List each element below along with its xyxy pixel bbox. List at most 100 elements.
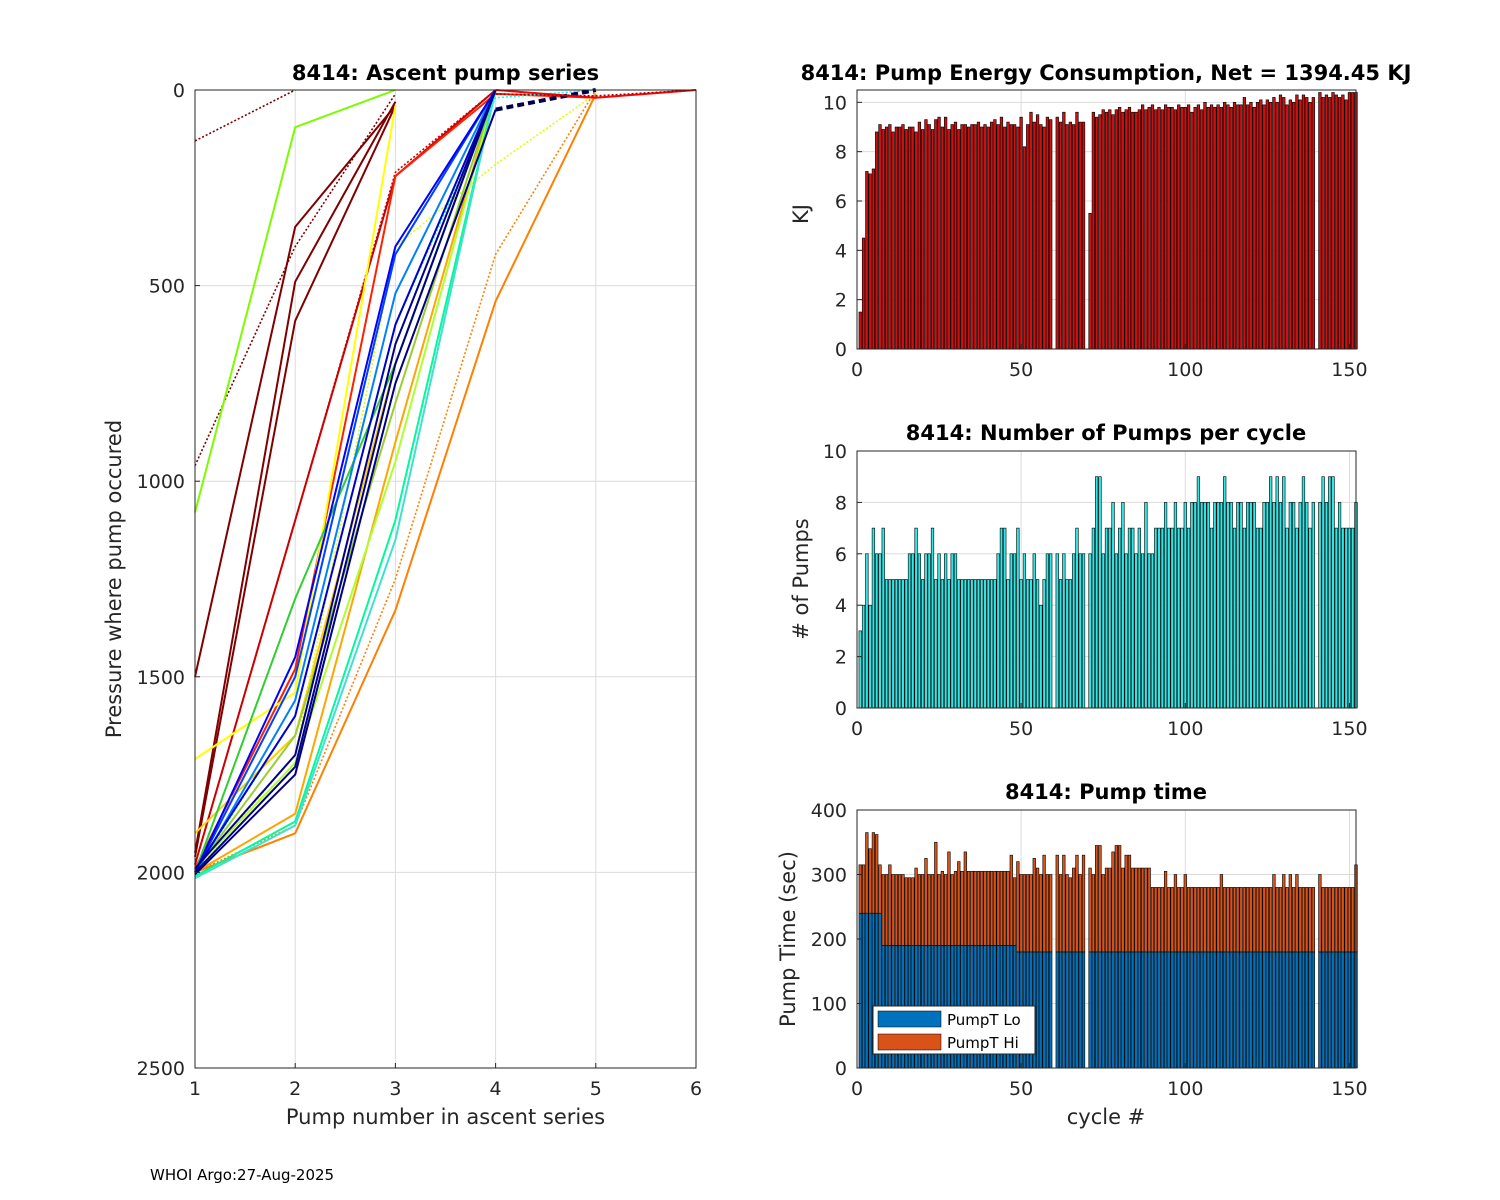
bar (976, 121, 981, 350)
bar-hi (1255, 887, 1260, 953)
x-tick-label: 2 (289, 1078, 301, 1100)
bar (1029, 111, 1033, 350)
bar (1150, 104, 1155, 350)
bar (1337, 97, 1342, 350)
bar-lo (1150, 951, 1155, 1069)
bar (1065, 124, 1069, 350)
bar (1078, 121, 1082, 350)
bar-hi (1226, 887, 1230, 953)
bar-hi (963, 851, 967, 946)
bar-hi (993, 870, 997, 946)
bar (1203, 102, 1207, 350)
bar (1095, 476, 1099, 709)
series-line (194, 89, 497, 874)
bar (1167, 106, 1171, 350)
bar-lo (1242, 951, 1246, 1069)
bar (1173, 109, 1178, 350)
bar (1134, 111, 1138, 350)
bar (1252, 106, 1256, 350)
bar-hi (888, 864, 892, 946)
chart-title: 8414: Pump Energy Consumption, Net = 139… (801, 61, 1412, 85)
x-tick-label: 4 (490, 1078, 502, 1100)
bar (1049, 119, 1053, 350)
bar (1318, 502, 1322, 709)
bar (989, 121, 994, 350)
bar-lo (1269, 951, 1273, 1069)
bar (1170, 106, 1174, 350)
bar (917, 553, 921, 709)
bar-lo (1337, 951, 1342, 1069)
bar (1104, 527, 1109, 709)
y-tick-label: 2000 (137, 862, 185, 884)
bar-lo (1200, 951, 1204, 1069)
bar (1049, 553, 1053, 709)
bar (1160, 109, 1164, 350)
bar (983, 579, 987, 709)
y-tick-label: 8 (835, 492, 847, 514)
bar (1026, 579, 1030, 709)
bar (871, 168, 876, 350)
bar-lo (858, 912, 862, 1069)
bar (973, 579, 977, 709)
bar-lo (1295, 951, 1299, 1069)
chart-title: 8414: Pump time (1005, 780, 1207, 804)
bar (1193, 106, 1197, 350)
bar (993, 119, 997, 350)
y-tick-label: 300 (811, 865, 847, 887)
bar (1351, 92, 1355, 350)
series-line (194, 89, 497, 865)
bar-lo (1101, 951, 1105, 1069)
bar (1292, 102, 1296, 350)
bar (1298, 502, 1302, 709)
bar (953, 553, 958, 709)
series-line (194, 89, 396, 513)
bar (1331, 476, 1335, 709)
x-tick-label: 100 (1167, 1078, 1203, 1100)
bar-hi (957, 861, 961, 946)
bar (1223, 476, 1227, 709)
bar-hi (1334, 887, 1338, 953)
bar (1265, 502, 1269, 709)
bar-hi (911, 877, 915, 946)
bar (881, 129, 885, 350)
bar (871, 527, 876, 709)
x-tick-label: 6 (690, 1078, 702, 1100)
bar (963, 579, 967, 709)
bar-hi (1203, 887, 1207, 953)
bar (1045, 553, 1050, 709)
bar (1193, 502, 1197, 709)
bar (1216, 104, 1220, 350)
bar (1246, 104, 1250, 350)
bar (921, 129, 925, 350)
y-tick-label: 1500 (137, 667, 185, 689)
series-line (194, 89, 497, 875)
bar (1124, 553, 1128, 709)
bar (1039, 604, 1043, 709)
bar (1127, 527, 1132, 709)
bar-lo (1232, 951, 1237, 1069)
bar (1259, 99, 1263, 350)
legend-label-hi: PumpT Hi (947, 1034, 1019, 1052)
bar (1328, 476, 1332, 709)
x-tick-label: 100 (1167, 359, 1203, 381)
bar-hi (1012, 877, 1017, 946)
bar (927, 124, 931, 350)
bar (1154, 527, 1158, 709)
x-tick-label: 1 (189, 1078, 201, 1100)
bar-lo (1124, 951, 1128, 1069)
bar (1098, 476, 1102, 709)
bar (1121, 111, 1125, 350)
bar (1009, 553, 1013, 709)
bar-hi (1147, 867, 1151, 953)
y-tick-label: 4 (835, 595, 847, 617)
y-tick-label: 200 (811, 929, 847, 951)
series-line (194, 101, 397, 853)
bar (1121, 502, 1125, 709)
bar-lo (1108, 951, 1112, 1069)
bar-lo (1134, 951, 1138, 1069)
bar (937, 553, 941, 709)
bar-hi (1193, 887, 1197, 953)
bar-lo (1213, 951, 1217, 1069)
bar-hi (1019, 874, 1023, 953)
bar (1232, 102, 1237, 350)
